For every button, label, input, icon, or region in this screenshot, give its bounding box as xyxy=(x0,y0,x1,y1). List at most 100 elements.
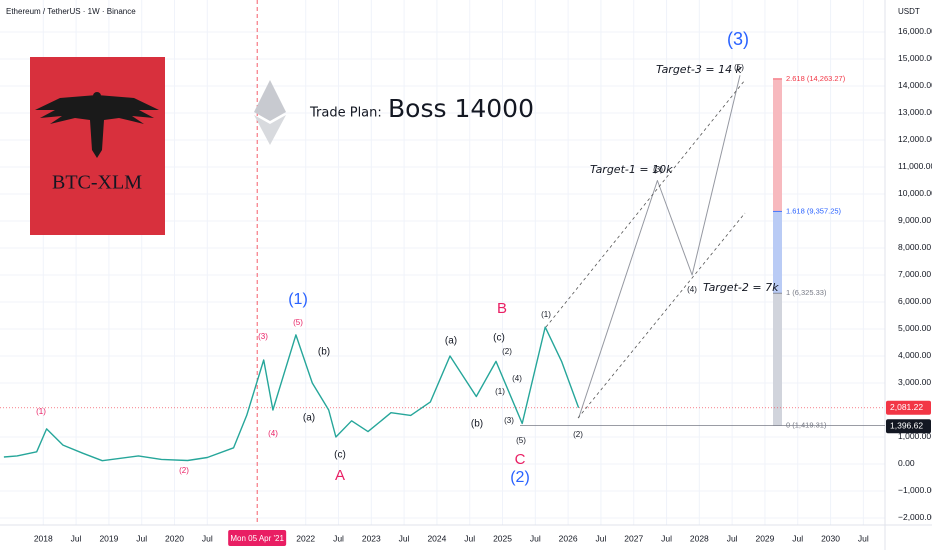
y-tick-label: 3,000.00 xyxy=(898,377,931,387)
y-tick-label: 15,000.00 xyxy=(898,53,932,63)
wave-label: (3) xyxy=(258,332,268,341)
logo-eagle xyxy=(35,95,159,158)
x-tick-label: Jul xyxy=(333,533,344,543)
wave-label: (3) xyxy=(504,416,514,425)
x-tick-label: Jul xyxy=(727,533,738,543)
eth-logo xyxy=(254,80,286,145)
x-tick-label: 2024 xyxy=(427,533,446,543)
y-tick-label: 12,000.00 xyxy=(898,134,932,144)
y-tick-label: 4,000.00 xyxy=(898,350,931,360)
price-tag-label: 1,396.62 xyxy=(890,421,923,431)
wave-label: B xyxy=(497,300,507,317)
x-tick-label: 2020 xyxy=(165,533,184,543)
wave-label: (4) xyxy=(687,285,697,294)
x-tick-label: Jul xyxy=(202,533,213,543)
wave-label: (2) xyxy=(510,469,530,486)
wave-label: C xyxy=(515,451,526,468)
x-tick-label: 2019 xyxy=(99,533,118,543)
series-line xyxy=(578,75,741,419)
plan-target: Boss 14000 xyxy=(388,94,534,123)
wave-label: (2) xyxy=(179,466,189,475)
currency: USDT xyxy=(898,7,920,16)
wave-label: (c) xyxy=(493,333,505,344)
wave-label: (1) xyxy=(495,387,505,396)
y-tick-label: 16,000.00 xyxy=(898,26,932,36)
wave-label: (3) xyxy=(727,29,749,49)
y-tick-label: 0.00 xyxy=(898,458,915,468)
series-line xyxy=(3,326,580,462)
x-tick-label: 2022 xyxy=(296,533,315,543)
target-label: Target-2 = 7k xyxy=(703,281,779,294)
wave-label: (a) xyxy=(303,413,315,424)
x-tick-label: Mon 05 Apr '21 xyxy=(230,534,284,543)
x-tick-label: 2026 xyxy=(559,533,578,543)
x-tick-label: 2027 xyxy=(624,533,643,543)
x-tick-label: 2029 xyxy=(755,533,774,543)
fib-label: 1 (6,325.33) xyxy=(786,288,827,297)
annotations: (1) (1) (2) (3) (4) (5) (b) (a) (c) A (a… xyxy=(36,29,779,486)
x-tick-label: Jul xyxy=(71,533,82,543)
x-tick-label: Jul xyxy=(661,533,672,543)
wave-label: (1) xyxy=(36,407,46,416)
target-label: Target-3 = 14 k xyxy=(656,63,743,76)
crosshair-tag xyxy=(228,530,287,546)
wave-label: (2) xyxy=(573,430,583,439)
plot: 0 (1,419.31) 1 (6,325.33) 1.618 (9,357.25)… xyxy=(0,74,885,462)
y-tick-label: 10,000.00 xyxy=(898,188,932,198)
wave-label: (b) xyxy=(471,419,483,430)
wave-label: A xyxy=(335,467,345,484)
channel xyxy=(545,79,746,419)
wave-label: (4) xyxy=(268,429,278,438)
price-tag xyxy=(886,419,931,434)
x-tick-label: Jul xyxy=(464,533,475,543)
y-tick-label: 5,000.00 xyxy=(898,323,931,333)
fib-label: 2.618 (14,263.27) xyxy=(786,74,846,83)
wave-label: (b) xyxy=(318,347,330,358)
logo-eagle-head xyxy=(93,92,101,100)
x-tick-label: Jul xyxy=(399,533,410,543)
x-tick-label: 2023 xyxy=(362,533,381,543)
target-label: Target-1 = 10k xyxy=(590,163,673,176)
y-tick-label: 6,000.00 xyxy=(898,296,931,306)
y-tick-label: 11,000.00 xyxy=(898,161,932,171)
y-tick-label: 13,000.00 xyxy=(898,107,932,117)
y-tick-label: 1,000.00 xyxy=(898,431,931,441)
price-tag xyxy=(886,400,931,415)
x-tick-label: Jul xyxy=(595,533,606,543)
x-tick-label: Jul xyxy=(530,533,541,543)
fib-band xyxy=(773,211,782,294)
wave-label: (2) xyxy=(502,347,512,356)
y-tick-label: 7,000.00 xyxy=(898,269,931,279)
x-tick-label: 2028 xyxy=(690,533,709,543)
wave-label: (5) xyxy=(516,436,526,445)
price-tag-label: 2,081.22 xyxy=(890,402,923,412)
plan-label: Trade Plan: xyxy=(309,106,382,121)
x-tick-label: Jul xyxy=(858,533,869,543)
x-tick-label: Jul xyxy=(136,533,147,543)
wave-label: (1) xyxy=(288,291,308,308)
x-tick-label: 2025 xyxy=(493,533,512,543)
chart-title: Ethereum / TetherUS · 1W · Binance xyxy=(6,7,136,16)
logo-text: BTC-XLM xyxy=(52,172,142,194)
y-tick-label: −2,000.00 xyxy=(898,512,932,522)
y-tick-label: 14,000.00 xyxy=(898,80,932,90)
y-tick-label: −1,000.00 xyxy=(898,485,932,495)
y-tick-label: 9,000.00 xyxy=(898,215,931,225)
x-tick-label: Jul xyxy=(792,533,803,543)
fib-label: 0 (1,419.31) xyxy=(786,421,827,430)
x-tick-label: 2030 xyxy=(821,533,840,543)
wave-label: (4) xyxy=(512,374,522,383)
wave-label: (1) xyxy=(541,310,551,319)
x-tick-label: 2018 xyxy=(34,533,53,543)
wave-label: (c) xyxy=(334,450,346,461)
axes: 16,000.00 15,000.00 14,000.00 13,000.00 12,0… xyxy=(34,26,932,546)
wave-label: (a) xyxy=(445,336,457,347)
fib-band xyxy=(773,78,782,212)
y-tick-label: 8,000.00 xyxy=(898,242,931,252)
fib-band xyxy=(773,293,782,426)
fib-label: 1.618 (9,357.25) xyxy=(786,206,842,215)
wave-label: (3) xyxy=(653,165,663,174)
wave-label: (5) xyxy=(293,318,303,327)
wave-label: (5) xyxy=(734,63,744,72)
